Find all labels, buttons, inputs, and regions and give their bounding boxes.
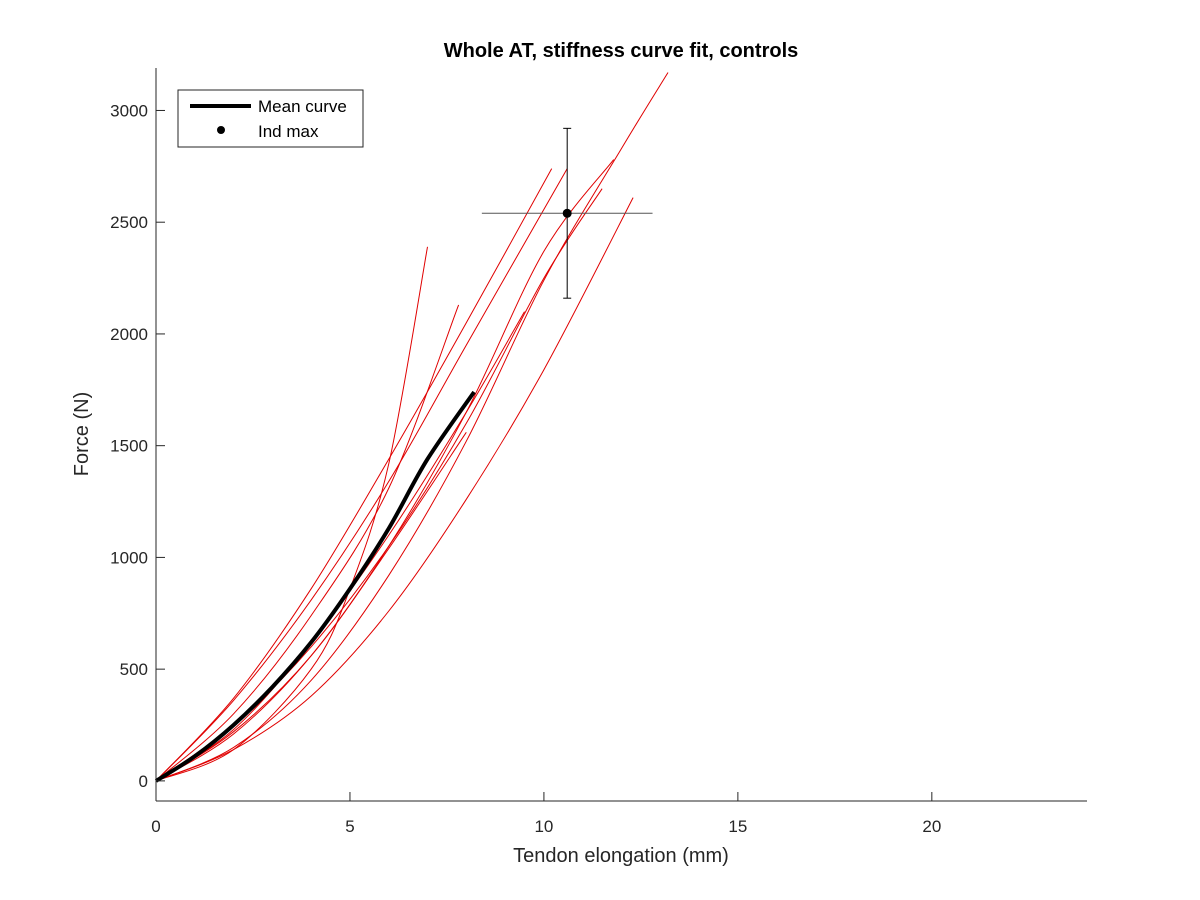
mean-curve	[154, 390, 476, 783]
legend-box	[177, 89, 364, 148]
x-tick-label: 20	[922, 817, 941, 836]
individual-curve	[155, 311, 525, 782]
individual-curve	[155, 168, 553, 782]
y-tick-label: 2500	[110, 213, 148, 232]
x-tick-label: 0	[151, 817, 160, 836]
individual-curve	[155, 432, 467, 782]
individual-curve	[155, 188, 603, 782]
legend-entry-mean: Mean curve	[258, 97, 347, 116]
plot-area	[154, 72, 669, 783]
individual-curve	[155, 304, 460, 782]
individual-max-point	[562, 208, 572, 218]
x-ticks: 0 5 10 15 20	[151, 792, 941, 836]
y-tick-label: 0	[139, 772, 148, 791]
y-tick-label: 1000	[110, 548, 148, 567]
y-tick-label: 3000	[110, 101, 148, 120]
individual-curve	[155, 159, 615, 782]
individual-curve	[155, 72, 669, 782]
mean-curve-group	[154, 390, 476, 783]
y-tick-label: 1500	[110, 437, 148, 456]
individual-max-group	[481, 127, 653, 299]
individual-curves	[155, 72, 669, 782]
x-tick-label: 10	[534, 817, 553, 836]
axes: 0 5 10 15 20 0 500 1000 1500 2000 2500 3000	[110, 68, 1087, 836]
y-tick-label: 500	[120, 660, 148, 679]
y-ticks: 0 500 1000 1500 2000 2500 3000	[110, 101, 165, 791]
legend: Mean curve Ind max	[177, 89, 364, 148]
chart-title: Whole AT, stiffness curve fit, controls	[444, 40, 799, 62]
individual-curve	[155, 197, 634, 782]
legend-indmax-swatch	[217, 126, 225, 134]
y-tick-label: 2000	[110, 325, 148, 344]
x-tick-label: 15	[728, 817, 747, 836]
y-axis-label: Force (N)	[71, 392, 93, 476]
x-tick-label: 5	[345, 817, 354, 836]
legend-entry-indmax: Ind max	[258, 122, 319, 141]
individual-curve	[155, 168, 568, 782]
x-axis-label: Tendon elongation (mm)	[513, 845, 729, 867]
